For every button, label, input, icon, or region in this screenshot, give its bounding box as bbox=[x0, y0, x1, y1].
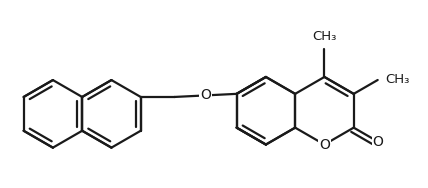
Text: O: O bbox=[372, 134, 383, 149]
Text: O: O bbox=[319, 138, 330, 152]
Text: O: O bbox=[200, 88, 211, 102]
Text: CH₃: CH₃ bbox=[385, 74, 409, 86]
Text: CH₃: CH₃ bbox=[312, 30, 336, 43]
